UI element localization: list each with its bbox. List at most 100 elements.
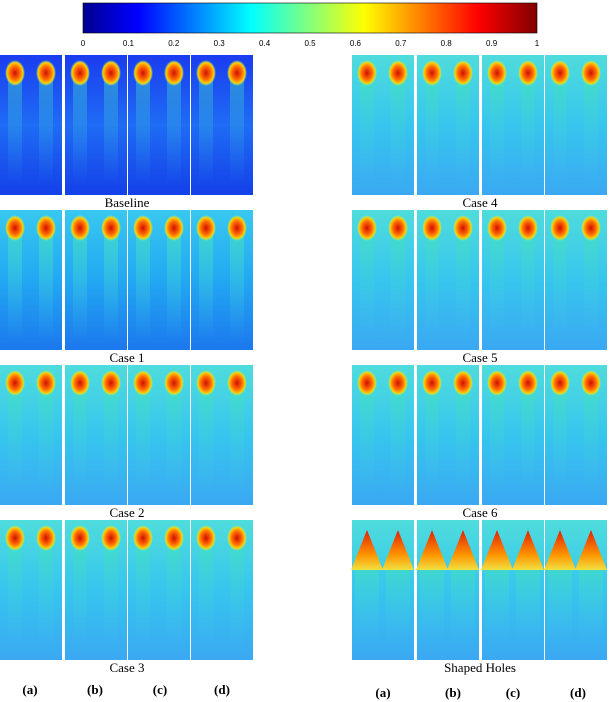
streak [167,230,181,340]
streak [490,75,504,185]
hot-spot [357,370,377,396]
colorbar-tick-label: 0.6 [350,39,362,48]
hot-spot [518,370,538,396]
hot-spot [487,370,507,396]
hot-spot [164,525,184,551]
colorbar-tick-label: 0.1 [123,39,135,48]
hot-spot [101,60,121,86]
hot-spot [481,530,513,570]
colorbar-tick-label: 0.4 [259,39,271,48]
column-label: (b) [87,682,103,697]
streak [456,75,470,185]
hot-spot [196,525,216,551]
hot-spot [550,60,570,86]
hot-spot [196,370,216,396]
streak [136,385,150,495]
streak [425,75,439,185]
streak [136,540,150,650]
hot-spot [518,215,538,241]
streak [39,75,53,185]
streak [490,385,504,495]
colorbar [82,2,538,34]
hot-spot [227,525,247,551]
streak [360,75,374,185]
column-label: (b) [445,685,461,700]
hot-spot [196,60,216,86]
hot-spot [227,370,247,396]
hot-spot [70,525,90,551]
streak [39,230,53,340]
hot-spot [164,60,184,86]
streak [104,230,118,340]
streak [553,385,567,495]
streak [456,385,470,495]
hot-spot [164,215,184,241]
hot-spot [487,60,507,86]
streak [73,540,87,650]
hot-spot [581,215,601,241]
streak [230,540,244,650]
column-label: (d) [214,682,230,697]
hot-spot [453,370,473,396]
streak [425,230,439,340]
hot-spot [388,370,408,396]
hot-spot [133,215,153,241]
hot-spot [357,215,377,241]
streak [230,385,244,495]
streak [391,230,405,340]
colorbar-tick-label: 0.7 [395,39,407,48]
hot-spot [382,530,414,570]
streak [199,230,213,340]
streak [199,540,213,650]
streak [8,385,22,495]
streak [391,75,405,185]
hot-spot [581,60,601,86]
hot-spot [36,215,56,241]
streak [39,540,53,650]
streak [167,540,181,650]
hot-spot [227,215,247,241]
streak [73,230,87,340]
colorbar-tick-label: 0.5 [304,39,316,48]
hot-spot [5,215,25,241]
hot-spot [133,60,153,86]
streak [73,385,87,495]
colorbar-tick-label: 0 [81,39,86,48]
hot-spot [581,370,601,396]
hot-spot [101,525,121,551]
caption: Case 4 [462,195,498,210]
caption: Case 5 [462,350,497,365]
streak [521,75,535,185]
caption: Case 3 [109,660,144,675]
streak [391,385,405,495]
streak [167,75,181,185]
streak [104,540,118,650]
hot-spot [388,215,408,241]
hot-spot [575,530,607,570]
streak [456,230,470,340]
streak [39,385,53,495]
hot-spot [133,370,153,396]
streak [230,75,244,185]
hot-spot [70,370,90,396]
hot-spot [487,215,507,241]
colorbar-tick-label: 0.8 [441,39,453,48]
streak [521,385,535,495]
caption: Shaped Holes [444,660,516,675]
streak [521,230,535,340]
colorbar-tick-label: 0.3 [214,39,226,48]
streak [553,75,567,185]
hot-spot [196,215,216,241]
hot-spot [36,525,56,551]
streak [230,230,244,340]
caption: Baseline [105,195,150,210]
column-label: (a) [375,685,390,700]
hot-spot [422,60,442,86]
streak [490,230,504,340]
hot-spot [101,215,121,241]
streak [360,385,374,495]
streak [584,385,598,495]
streak [199,385,213,495]
hot-spot [512,530,544,570]
